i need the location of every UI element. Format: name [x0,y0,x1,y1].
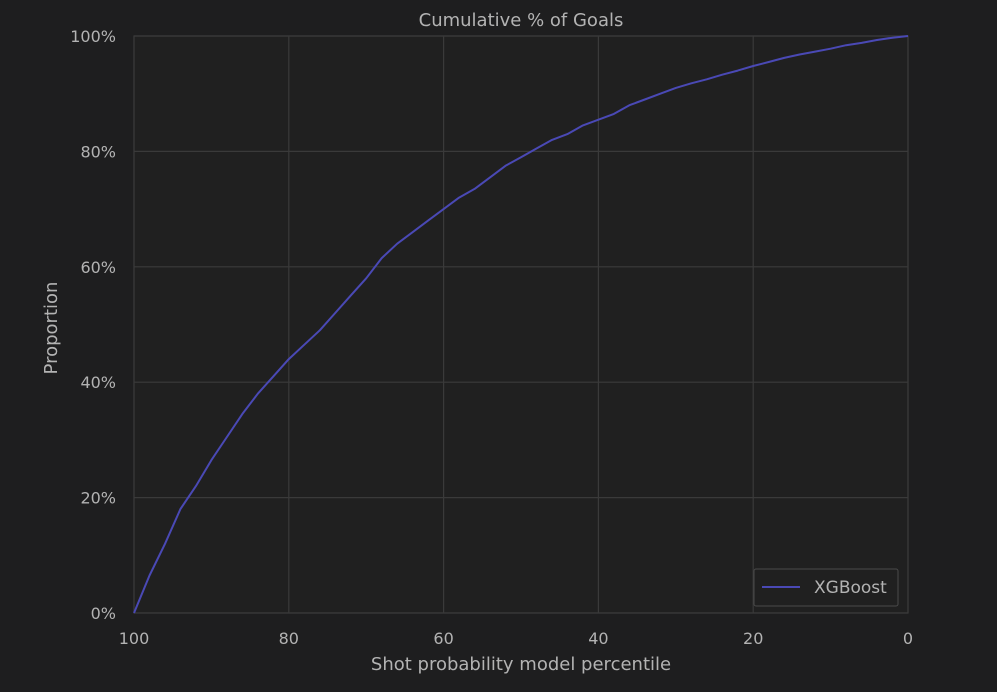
y-tick-label: 100% [70,27,116,46]
y-axis-label: Proportion [41,282,62,375]
y-tick-label: 20% [80,489,116,508]
series-lines [133,35,909,614]
plot-area-background [134,36,908,613]
y-tick-label: 60% [80,258,116,277]
legend: XGBoost [753,568,899,607]
tick-labels: 100 80 60 40 20 0 0% 20% 40% 60% 80% 100% [70,27,913,648]
x-tick-label: 60 [433,629,453,648]
x-tick-label: 80 [279,629,299,648]
series-line-xgboost [133,35,909,614]
legend-label-xgboost: XGBoost [814,578,887,598]
x-tick-label: 0 [903,629,913,648]
y-tick-label: 80% [80,142,116,161]
legend-box [753,568,899,607]
y-tick-label: 40% [80,373,116,392]
plot-frame [133,35,909,614]
x-tick-label: 20 [743,629,763,648]
chart-title: Cumulative % of Goals [419,10,624,31]
x-axis-label: Shot probability model percentile [371,654,671,675]
x-tick-label: 40 [588,629,608,648]
y-tick-label: 0% [91,604,116,623]
x-tick-label: 100 [119,629,150,648]
